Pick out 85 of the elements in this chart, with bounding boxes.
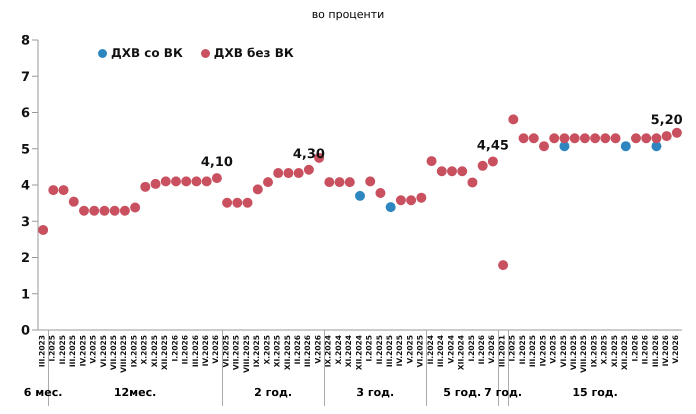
point xyxy=(38,224,48,235)
text: 2 год. xyxy=(253,386,294,399)
point xyxy=(273,168,284,178)
point xyxy=(416,192,426,203)
point xyxy=(559,133,570,144)
annotation: 4,30 xyxy=(292,146,325,162)
point xyxy=(48,185,58,196)
point xyxy=(570,133,580,144)
point xyxy=(365,176,376,186)
point xyxy=(641,133,652,144)
text: 15 год. xyxy=(571,386,619,399)
point xyxy=(212,173,222,184)
point xyxy=(580,133,590,144)
point xyxy=(508,114,518,124)
text: 6 мес. xyxy=(22,386,64,399)
point xyxy=(528,133,539,144)
point xyxy=(478,160,488,171)
annotation: 4,45 xyxy=(476,138,509,154)
point xyxy=(436,166,447,176)
y-tick-label: 5 xyxy=(20,142,30,158)
point xyxy=(324,177,334,188)
point xyxy=(651,133,662,144)
point xyxy=(283,168,294,178)
y-tick-label: 8 xyxy=(20,34,30,49)
y-tick-label: 6 xyxy=(20,106,30,122)
point xyxy=(590,133,600,144)
point xyxy=(232,198,242,208)
point xyxy=(498,260,508,270)
point xyxy=(181,176,192,186)
point xyxy=(396,195,406,206)
y-tick-label: 0 xyxy=(20,324,30,339)
point xyxy=(120,206,130,216)
point xyxy=(89,206,100,216)
annotation: 4,10 xyxy=(200,155,233,170)
point xyxy=(355,190,365,201)
point xyxy=(467,177,478,188)
point xyxy=(386,202,396,212)
point xyxy=(99,206,110,216)
annotation: 5,20 xyxy=(650,113,683,128)
point xyxy=(610,133,621,144)
point xyxy=(662,131,672,142)
point xyxy=(294,168,304,178)
point xyxy=(263,177,273,188)
point xyxy=(171,176,181,186)
point xyxy=(375,188,386,198)
y-tick-label: 3 xyxy=(20,214,30,230)
legend-label: ДХВ без ВК xyxy=(214,46,294,60)
point xyxy=(202,176,212,186)
point xyxy=(79,206,89,216)
point xyxy=(457,166,468,176)
text: 7 год. xyxy=(484,386,522,399)
y-tick-label: 7 xyxy=(20,70,30,85)
point xyxy=(110,206,120,216)
y-tick-label: 1 xyxy=(20,287,30,302)
point xyxy=(150,178,161,189)
point xyxy=(58,185,69,196)
point xyxy=(160,176,171,186)
legend-label: ДХВ со ВК xyxy=(111,46,183,60)
point xyxy=(620,141,631,152)
point xyxy=(426,156,437,166)
point xyxy=(242,198,253,208)
point xyxy=(406,195,416,206)
chart-title: во проценти xyxy=(310,8,386,21)
point xyxy=(344,177,355,188)
point xyxy=(447,166,457,176)
point xyxy=(672,128,682,138)
point xyxy=(222,198,232,208)
text: 12мес. xyxy=(112,386,158,399)
point xyxy=(334,177,345,188)
text: 5 год. xyxy=(443,386,482,399)
y-tick-label: 4 xyxy=(20,178,30,194)
point xyxy=(130,202,140,212)
point xyxy=(539,141,549,152)
point xyxy=(600,133,610,144)
text: 3 год. xyxy=(355,386,396,399)
point xyxy=(488,156,498,166)
point xyxy=(68,196,79,207)
point xyxy=(252,184,263,194)
point xyxy=(191,176,202,186)
y-tick-label: 2 xyxy=(20,251,30,266)
point xyxy=(140,182,150,192)
point xyxy=(631,133,641,144)
point xyxy=(518,133,529,144)
point xyxy=(304,164,314,175)
point xyxy=(549,133,560,144)
